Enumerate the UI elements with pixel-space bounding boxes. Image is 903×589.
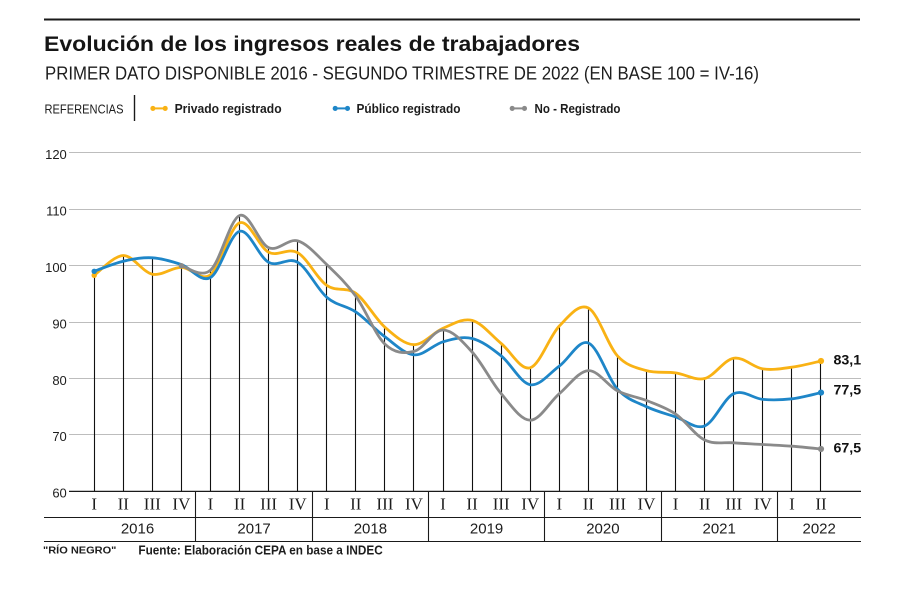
svg-text:83,1: 83,1 bbox=[834, 352, 862, 368]
svg-text:I: I bbox=[556, 495, 562, 514]
svg-text:II: II bbox=[583, 495, 595, 514]
svg-text:67,5: 67,5 bbox=[834, 440, 862, 456]
svg-text:III: III bbox=[493, 495, 510, 514]
svg-text:Fuente: Elaboración CEPA en ba: Fuente: Elaboración CEPA en base a INDEC bbox=[138, 544, 382, 558]
svg-text:III: III bbox=[144, 495, 161, 514]
svg-text:II: II bbox=[234, 495, 246, 514]
svg-text:IV: IV bbox=[638, 495, 657, 514]
svg-text:II: II bbox=[699, 495, 711, 514]
svg-text:100: 100 bbox=[45, 260, 67, 275]
svg-text:60: 60 bbox=[52, 486, 66, 501]
svg-text:80: 80 bbox=[52, 373, 66, 388]
svg-text:120: 120 bbox=[45, 147, 67, 162]
svg-text:I: I bbox=[208, 495, 214, 514]
svg-text:2017: 2017 bbox=[237, 520, 270, 537]
svg-text:IV: IV bbox=[521, 495, 540, 514]
svg-text:PRIMER DATO DISPONIBLE 2016 -: PRIMER DATO DISPONIBLE 2016 - SEGUNDO TR… bbox=[45, 64, 759, 84]
svg-text:2022: 2022 bbox=[803, 520, 836, 537]
svg-text:II: II bbox=[350, 495, 362, 514]
svg-text:I: I bbox=[789, 495, 795, 514]
svg-text:III: III bbox=[260, 495, 277, 514]
svg-text:II: II bbox=[815, 495, 827, 514]
svg-text:Evolución de los ingresos real: Evolución de los ingresos reales de trab… bbox=[44, 33, 580, 56]
svg-text:2016: 2016 bbox=[121, 520, 154, 537]
svg-text:I: I bbox=[324, 495, 330, 514]
svg-text:III: III bbox=[609, 495, 626, 514]
svg-text:III: III bbox=[376, 495, 393, 514]
svg-text:REFERENCIAS: REFERENCIAS bbox=[45, 103, 124, 117]
svg-text:110: 110 bbox=[46, 204, 67, 219]
svg-text:II: II bbox=[118, 495, 130, 514]
svg-text:77,5: 77,5 bbox=[834, 382, 862, 398]
svg-text:IV: IV bbox=[754, 495, 773, 514]
svg-text:No - Registrado: No - Registrado bbox=[535, 101, 621, 116]
svg-text:Público registrado: Público registrado bbox=[357, 101, 461, 116]
svg-text:II: II bbox=[466, 495, 478, 514]
svg-text:90: 90 bbox=[52, 316, 66, 331]
svg-text:2018: 2018 bbox=[354, 520, 387, 537]
svg-text:2021: 2021 bbox=[703, 520, 736, 537]
svg-text:IV: IV bbox=[172, 495, 191, 514]
svg-text:III: III bbox=[725, 495, 742, 514]
svg-text:"RÍO NEGRO": "RÍO NEGRO" bbox=[43, 544, 117, 557]
svg-text:2020: 2020 bbox=[586, 520, 619, 537]
svg-text:2019: 2019 bbox=[470, 520, 503, 537]
svg-text:IV: IV bbox=[405, 495, 424, 514]
svg-text:IV: IV bbox=[289, 495, 308, 514]
svg-text:I: I bbox=[440, 495, 446, 514]
svg-text:Privado registrado: Privado registrado bbox=[175, 101, 282, 116]
svg-text:I: I bbox=[91, 495, 97, 514]
svg-text:I: I bbox=[673, 495, 679, 514]
svg-text:70: 70 bbox=[52, 429, 66, 444]
